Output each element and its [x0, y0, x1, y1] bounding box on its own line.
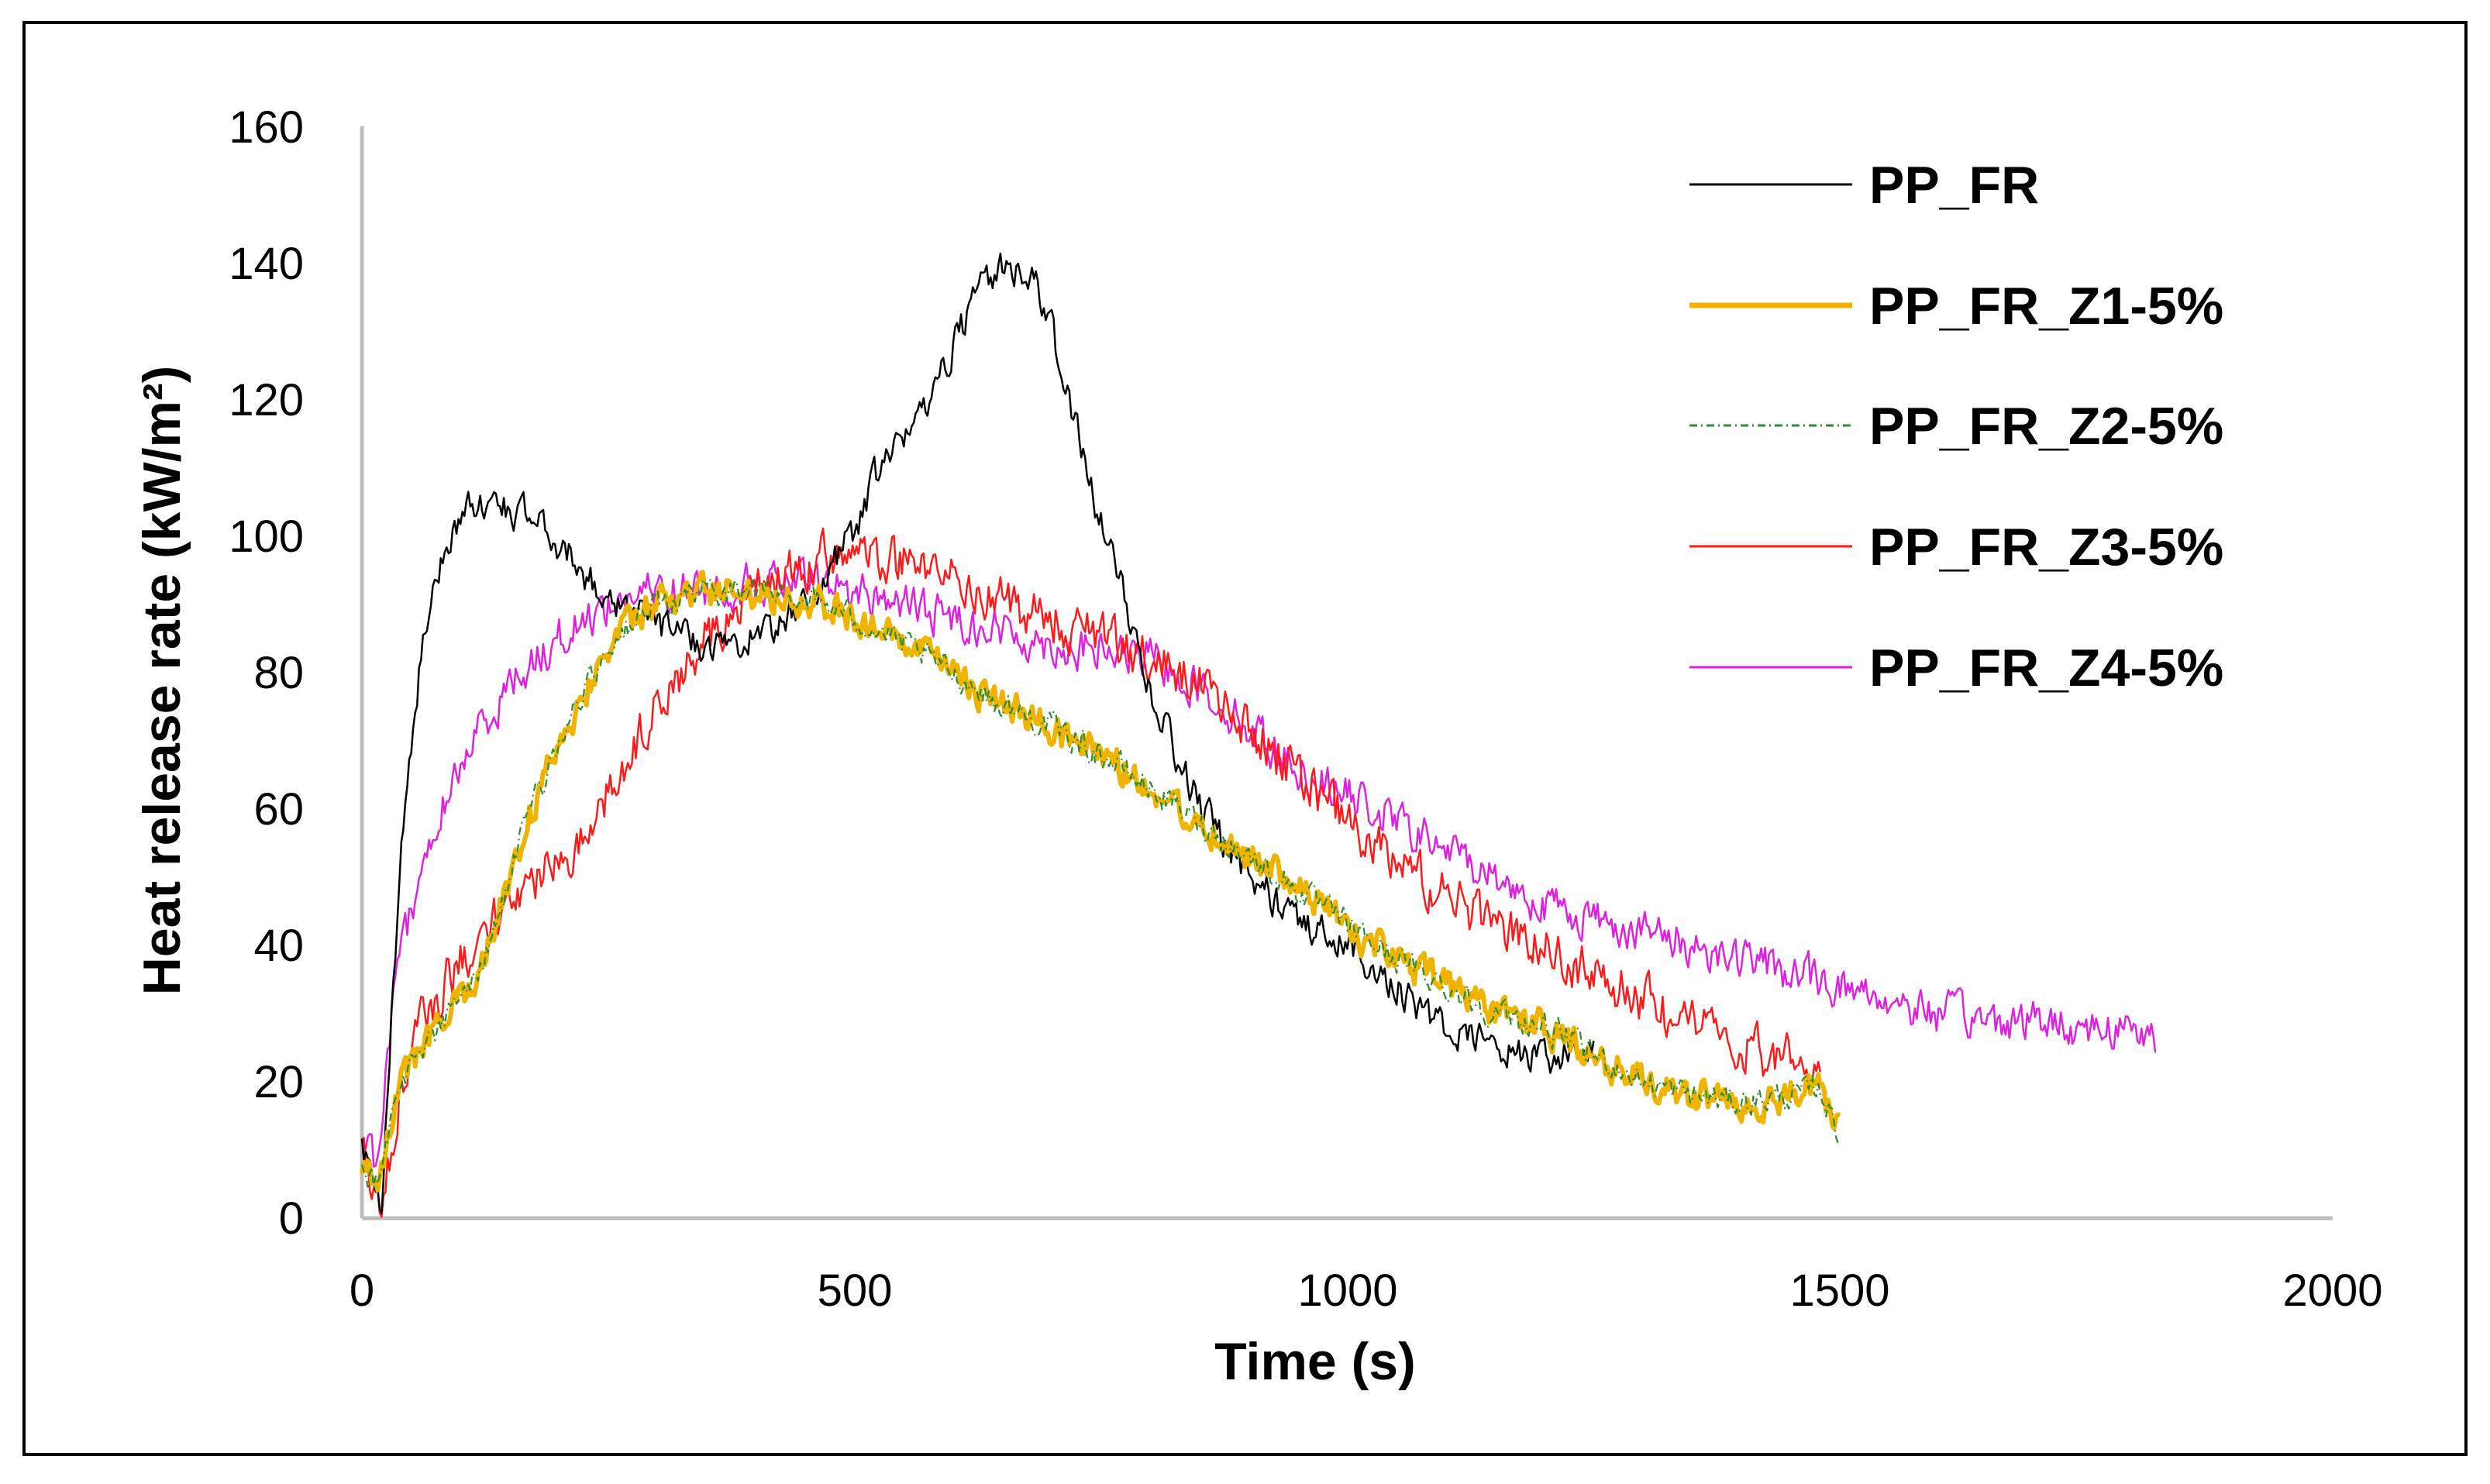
y-tick-label: 80: [253, 648, 304, 698]
y-tick-label: 120: [229, 375, 304, 425]
series-line-pp-fr-z1: [360, 570, 1841, 1193]
x-tick-label: 2000: [2282, 1265, 2382, 1316]
y-tick-labels: 0 20 40 60 80 100 120 140 160: [229, 102, 304, 1244]
x-tick-label: 1000: [1297, 1265, 1397, 1316]
y-tick-label: 40: [253, 921, 304, 971]
y-axis-title: Heat release rate (kW/m²): [133, 366, 191, 996]
legend-label-pp-fr-z1: PP_FR_Z1-5%: [1869, 277, 2223, 336]
y-tick-label: 140: [229, 239, 304, 289]
y-tick-label: 20: [253, 1057, 304, 1107]
y-tick-label: 100: [229, 511, 304, 562]
legend-label-pp-fr-z2: PP_FR_Z2-5%: [1869, 397, 2223, 456]
series-line-pp-fr-z2: [360, 578, 1841, 1189]
x-axis-title: Time (s): [1214, 1332, 1415, 1391]
legend-label-pp-fr-z4: PP_FR_Z4-5%: [1869, 639, 2223, 697]
y-tick-label: 0: [279, 1193, 304, 1244]
legend: PP_FR PP_FR_Z1-5% PP_FR_Z2-5% PP_FR_Z3-5…: [1689, 156, 2223, 697]
chart-frame: [22, 21, 2468, 1456]
y-tick-label: 160: [229, 102, 304, 153]
legend-label-pp-fr: PP_FR: [1869, 156, 2039, 215]
series-line-pp-fr-z4: [361, 556, 2157, 1168]
x-tick-labels: 0 500 1000 1500 2000: [350, 1265, 2383, 1316]
legend-label-pp-fr-z3: PP_FR_Z3-5%: [1869, 518, 2223, 577]
x-tick-label: 500: [818, 1265, 893, 1316]
x-tick-label: 0: [350, 1265, 374, 1316]
series-line-pp-fr: [360, 253, 1595, 1215]
y-tick-label: 60: [253, 784, 304, 835]
plot-area: [360, 253, 2157, 1218]
series-line-pp-fr-z3: [361, 527, 1822, 1218]
x-tick-label: 1500: [1789, 1265, 1889, 1316]
